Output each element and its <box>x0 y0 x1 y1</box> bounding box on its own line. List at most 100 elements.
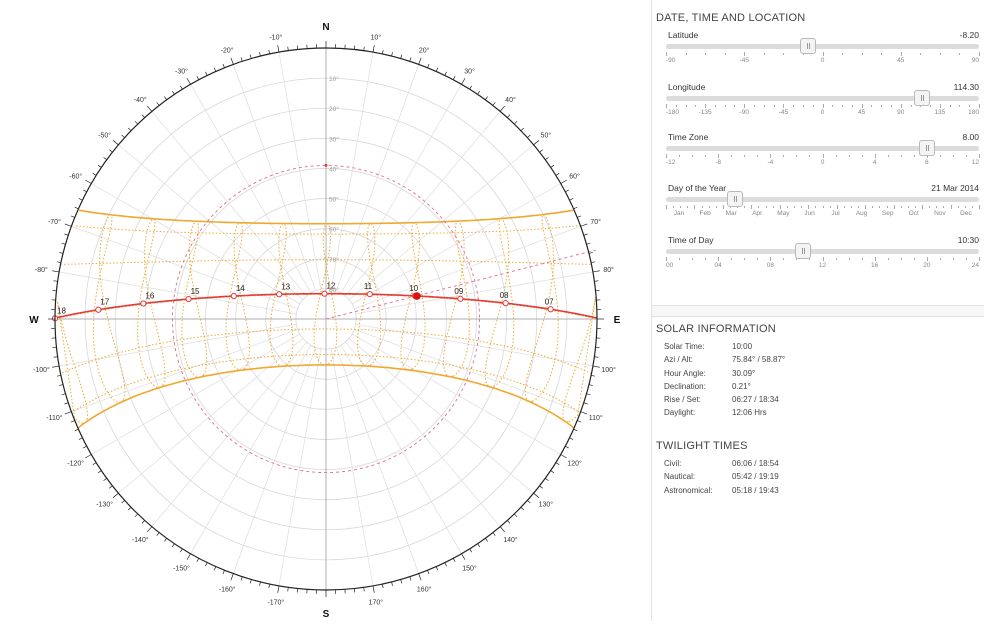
slider-tick-label: Mar <box>726 210 737 217</box>
slider-tick <box>731 155 732 157</box>
slider-tick-label: -4 <box>767 159 773 166</box>
azimuth-tick <box>591 262 595 263</box>
hour-label: 15 <box>191 287 200 296</box>
slider-thumb[interactable] <box>914 90 930 106</box>
azimuth-tick <box>205 72 207 76</box>
hour-label: 16 <box>145 292 154 301</box>
slider-track[interactable] <box>666 44 979 49</box>
slider-tick <box>751 205 752 209</box>
azimuth-tick <box>514 514 517 517</box>
slider-tick-label: -45 <box>779 109 788 116</box>
azimuth-tick <box>589 385 593 386</box>
azimuth-label: -30° <box>175 67 188 75</box>
hour-marker <box>96 307 101 312</box>
slider-tick-label: Oct <box>909 210 919 217</box>
slider-tick <box>705 258 706 260</box>
slider-tick <box>849 258 850 260</box>
azimuth-tick <box>527 135 530 138</box>
hour-label: 11 <box>364 282 373 291</box>
slider-tick <box>852 105 853 107</box>
slider-tick <box>723 205 724 209</box>
slider-tick-label: 04 <box>715 262 722 269</box>
slider-tick <box>794 206 795 208</box>
slider-tick-label: Apr <box>752 210 762 217</box>
slider-tick <box>842 53 843 55</box>
azimuth-spoke <box>191 345 311 554</box>
azimuth-spoke <box>152 111 307 296</box>
cardinal-north: N <box>322 22 329 33</box>
slider-track[interactable] <box>666 96 979 101</box>
slider-tick <box>858 206 859 208</box>
slider-tick-label: -90 <box>740 109 749 116</box>
slider-tick <box>915 206 916 208</box>
altitude-label: 20° <box>329 105 339 113</box>
slider-tick <box>716 206 717 208</box>
slider-tick <box>803 105 804 107</box>
slider-label: Latitude <box>668 30 698 40</box>
slider-tick <box>754 105 755 107</box>
azimuth-tick <box>197 76 199 80</box>
cardinal-west: W <box>29 315 39 326</box>
azimuth-tick <box>410 577 411 581</box>
azimuth-tick <box>93 173 96 175</box>
hour-marker <box>186 296 191 301</box>
azimuth-tick <box>373 45 374 52</box>
slider-tick <box>813 105 814 107</box>
slider-track[interactable] <box>666 197 979 202</box>
azimuth-tick <box>83 446 87 448</box>
slider-tick <box>930 105 931 107</box>
slider-tick <box>766 206 767 208</box>
info-row: Astronomical:05:18 / 19:43 <box>664 486 852 499</box>
azimuth-tick <box>410 57 411 61</box>
azimuth-tick <box>172 544 174 547</box>
azimuth-tick <box>594 357 598 358</box>
azimuth-tick <box>104 478 107 480</box>
azimuth-label: -10° <box>269 33 282 41</box>
altitude-label: 30° <box>329 135 339 143</box>
slider-tick-label: 4 <box>873 159 877 166</box>
slider-tick-label: 135 <box>934 109 945 116</box>
info-row: Declination:0.21° <box>664 382 852 395</box>
azimuth-tick <box>382 584 383 588</box>
azimuth-tick <box>269 584 270 588</box>
slider-tick <box>953 155 954 157</box>
azimuth-tick <box>71 421 75 422</box>
slider-tick-label: Aug <box>856 210 868 217</box>
azimuth-spoke <box>345 111 500 296</box>
slider-thumb[interactable] <box>795 243 811 259</box>
azimuth-label: -160° <box>219 586 236 594</box>
azimuth-tick <box>128 507 131 510</box>
azimuth-tick <box>180 86 182 89</box>
slider-tick <box>979 104 980 108</box>
slider-tick-label: 0 <box>821 159 825 166</box>
azimuth-tick <box>591 375 595 376</box>
slider-thumb[interactable] <box>800 38 816 54</box>
azimuth-tick <box>64 403 68 404</box>
hour-label: 10 <box>409 284 418 293</box>
altitude-label: 60° <box>329 226 339 234</box>
slider-tick <box>908 206 909 208</box>
slider-tick <box>875 154 876 158</box>
azimuth-tick <box>436 68 438 72</box>
slider-thumb[interactable] <box>919 140 935 156</box>
slider-label: Time Zone <box>668 132 708 142</box>
azimuth-tick <box>419 574 421 581</box>
slider-tick <box>744 155 745 157</box>
slider-thumb[interactable] <box>727 191 743 207</box>
slider-tick-label: 90 <box>897 109 904 116</box>
slider-tick <box>972 206 973 208</box>
azimuth-label: 110° <box>589 414 603 422</box>
azimuth-tick <box>197 558 199 562</box>
hour-analemma <box>58 301 88 423</box>
slider-track[interactable] <box>666 249 979 254</box>
azimuth-tick <box>83 190 87 192</box>
azimuth-label: 30° <box>464 67 475 75</box>
azimuth-spoke <box>356 272 593 314</box>
azimuth-tick <box>231 58 233 65</box>
slider-tick <box>666 104 667 108</box>
slider-tick <box>764 105 765 107</box>
